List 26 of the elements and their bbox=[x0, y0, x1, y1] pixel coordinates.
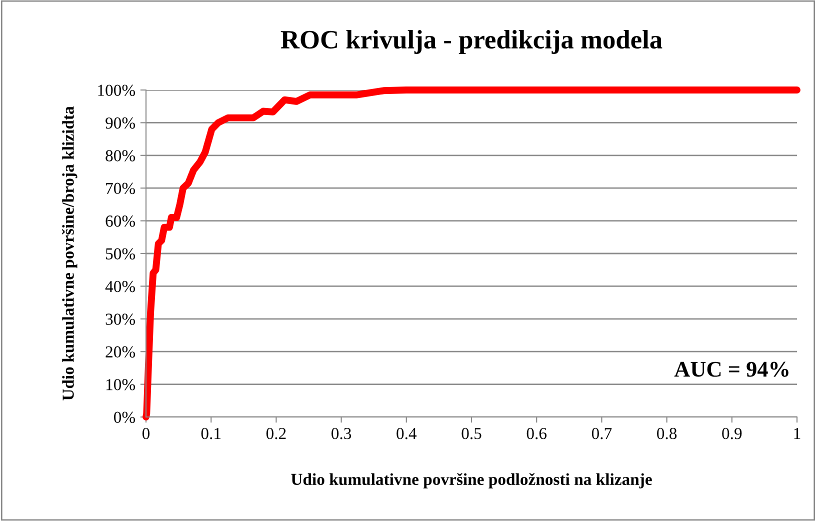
annotation: AUC = 94% bbox=[674, 362, 788, 377]
y-tick-label: 100% bbox=[98, 84, 136, 96]
x-tick-label: 0.6 bbox=[526, 428, 547, 440]
x-tick-label: 1 bbox=[794, 428, 800, 439]
y-tick-label: 0% bbox=[114, 412, 136, 423]
y-tick-label: 60% bbox=[106, 216, 136, 227]
y-tick-label: 40% bbox=[105, 280, 136, 292]
x-axis-title: Udio kumulativne površine podložnosti na klizanje bbox=[291, 473, 652, 488]
y-tick-label: 10% bbox=[106, 379, 136, 390]
x-tick-label: 0.5 bbox=[462, 428, 482, 440]
chart-title: ROC krivulja - predikcija modela bbox=[280, 30, 662, 54]
y-tick-label: 70% bbox=[106, 182, 136, 194]
x-tick-label: 0.7 bbox=[592, 428, 612, 440]
x-tick-label: 0.2 bbox=[266, 428, 286, 440]
x-tick-label: 0.8 bbox=[657, 428, 677, 440]
y-tick-label: 30% bbox=[106, 314, 136, 325]
x-tick-label: 0.1 bbox=[201, 428, 221, 440]
x-tick-label: 0.9 bbox=[722, 428, 742, 440]
x-tick-label: 0.4 bbox=[396, 428, 417, 440]
y-tick-label: 90% bbox=[106, 117, 136, 129]
y-tick-label: 20% bbox=[106, 346, 136, 358]
x-tick-label: 0.3 bbox=[332, 428, 352, 440]
y-axis-title: Udio kumulativne površine/broja klizidta bbox=[62, 106, 78, 400]
x-tick-label: 0 bbox=[142, 428, 150, 440]
y-tick-label: 80% bbox=[106, 150, 136, 162]
y-tick-label: 50% bbox=[106, 248, 136, 260]
